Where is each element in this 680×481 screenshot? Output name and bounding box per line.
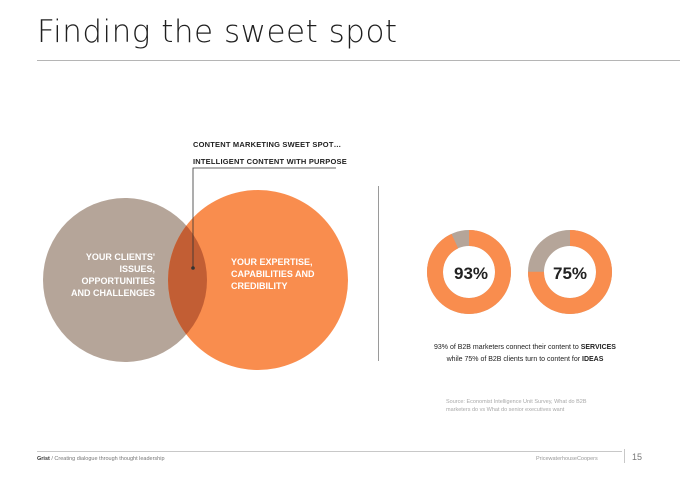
donut-value-arc bbox=[528, 230, 612, 314]
callout-line-2: INTELLIGENT CONTENT WITH PURPOSE bbox=[193, 157, 347, 166]
footer-page-divider bbox=[624, 449, 625, 463]
slide-title: Finding the sweet spot bbox=[37, 14, 398, 50]
venn-right-line: CREDIBILITY bbox=[231, 281, 288, 291]
venn-right-circle bbox=[168, 190, 348, 370]
donut-ideas bbox=[528, 230, 612, 314]
caption-line-1: 93% of B2B marketers connect their conte… bbox=[390, 342, 660, 354]
footer-divider bbox=[37, 451, 622, 452]
venn-left-line: AND CHALLENGES bbox=[70, 288, 155, 298]
callout-pointer-dot bbox=[191, 266, 195, 270]
caption-line-2: while 75% of B2B clients turn to content… bbox=[390, 354, 660, 366]
footer-brand: Grist bbox=[37, 456, 50, 462]
venn-right-line: CAPABILITIES AND bbox=[231, 269, 315, 279]
caption-text: while 75% of B2B clients turn to content… bbox=[446, 356, 582, 363]
footer-tagline: Grist / Creating dialogue through though… bbox=[37, 456, 165, 462]
venn-left-line: OPPORTUNITIES bbox=[81, 276, 155, 286]
donut-services-label: 93% bbox=[454, 264, 489, 283]
footer-tagline-text: / Creating dialogue through thought lead… bbox=[49, 456, 165, 462]
source-line-2: marketers do vs What do senior executive… bbox=[446, 407, 565, 413]
venn-right-line: YOUR EXPERTISE, bbox=[231, 257, 313, 267]
venn-left-circle bbox=[43, 198, 207, 362]
caption-emphasis: IDEAS bbox=[582, 356, 604, 363]
footer-company: PricewaterhouseCoopers bbox=[536, 456, 598, 462]
source-note: Source: Economist Intelligence Unit Surv… bbox=[446, 398, 616, 414]
caption-text: 93% of B2B marketers connect their conte… bbox=[434, 344, 581, 351]
donut-ideas-label: 75% bbox=[553, 264, 588, 283]
venn-left-line: YOUR CLIENTS' bbox=[85, 252, 155, 262]
venn-left-line: ISSUES, bbox=[119, 264, 155, 274]
section-divider bbox=[378, 186, 379, 361]
donut-value-arc bbox=[427, 230, 511, 314]
sweet-spot-callout: CONTENT MARKETING SWEET SPOT… INTELLIGEN… bbox=[193, 136, 347, 170]
page-number: 15 bbox=[632, 452, 643, 462]
donut-services bbox=[427, 230, 511, 314]
callout-pointer-line bbox=[192, 167, 336, 268]
source-line-1: Source: Economist Intelligence Unit Surv… bbox=[446, 399, 587, 405]
stats-caption: 93% of B2B marketers connect their conte… bbox=[390, 342, 660, 366]
callout-line-1: CONTENT MARKETING SWEET SPOT… bbox=[193, 140, 342, 149]
venn-left-label: YOUR CLIENTS' ISSUES, OPPORTUNITIES AND … bbox=[60, 251, 155, 299]
caption-emphasis: SERVICES bbox=[580, 344, 616, 351]
title-divider bbox=[37, 60, 680, 61]
venn-right-label: YOUR EXPERTISE, CAPABILITIES AND CREDIBI… bbox=[231, 256, 341, 292]
